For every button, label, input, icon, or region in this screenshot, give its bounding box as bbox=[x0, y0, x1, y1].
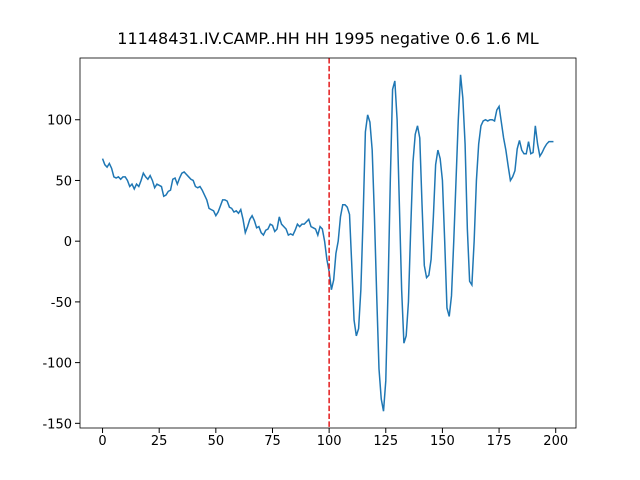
x-tick-label: 50 bbox=[208, 434, 225, 449]
x-tick-label: 175 bbox=[487, 434, 512, 449]
x-tick-label: 200 bbox=[543, 434, 568, 449]
x-tick-label: 150 bbox=[430, 434, 455, 449]
y-tick-label: 100 bbox=[47, 114, 72, 129]
y-tick-label: -50 bbox=[51, 296, 72, 311]
y-tick-label: 0 bbox=[64, 235, 72, 250]
y-tick-label: 50 bbox=[55, 174, 72, 189]
x-tick-label: 75 bbox=[264, 434, 281, 449]
x-tick-label: 0 bbox=[98, 434, 106, 449]
y-tick-label: -150 bbox=[42, 417, 72, 432]
y-tick-label: -100 bbox=[42, 357, 72, 372]
axes-frame bbox=[79, 57, 577, 429]
x-tick-label: 125 bbox=[373, 434, 398, 449]
x-tick-label: 25 bbox=[151, 434, 168, 449]
data-line bbox=[101, 74, 554, 412]
x-tick-label: 100 bbox=[317, 434, 342, 449]
chart-title: 11148431.IV.CAMP..HH HH 1995 negative 0.… bbox=[117, 29, 538, 48]
